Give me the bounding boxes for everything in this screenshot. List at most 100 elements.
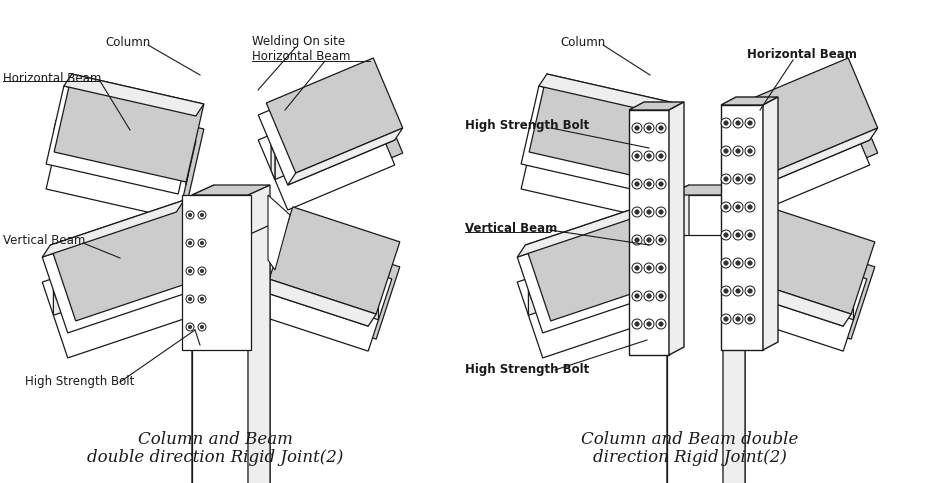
Polygon shape: [529, 120, 663, 160]
Polygon shape: [517, 212, 676, 333]
Circle shape: [198, 211, 206, 219]
Polygon shape: [746, 100, 857, 155]
Circle shape: [721, 258, 731, 268]
Circle shape: [735, 317, 740, 321]
Circle shape: [189, 297, 191, 301]
Polygon shape: [42, 212, 202, 333]
Circle shape: [724, 121, 728, 125]
Circle shape: [635, 294, 640, 298]
Text: High Strength Bolt: High Strength Bolt: [465, 118, 589, 131]
Polygon shape: [528, 245, 666, 300]
Text: Column and Beam: Column and Beam: [138, 431, 293, 449]
Polygon shape: [261, 219, 392, 326]
Polygon shape: [182, 195, 251, 350]
Circle shape: [646, 266, 651, 270]
Circle shape: [644, 179, 654, 189]
Circle shape: [724, 149, 728, 153]
Circle shape: [733, 146, 743, 156]
Polygon shape: [736, 244, 867, 351]
Circle shape: [721, 118, 731, 128]
Polygon shape: [46, 86, 196, 194]
Polygon shape: [522, 111, 671, 219]
Circle shape: [635, 154, 640, 158]
Text: High Strength Bolt: High Strength Bolt: [25, 375, 134, 388]
Circle shape: [198, 267, 206, 275]
Polygon shape: [667, 195, 723, 483]
Polygon shape: [271, 145, 275, 180]
Polygon shape: [248, 185, 270, 483]
Polygon shape: [192, 235, 248, 483]
Polygon shape: [51, 225, 210, 346]
Circle shape: [748, 233, 752, 237]
Polygon shape: [669, 102, 684, 355]
Circle shape: [748, 205, 752, 209]
Polygon shape: [667, 235, 723, 483]
Circle shape: [724, 261, 728, 265]
Circle shape: [635, 238, 640, 242]
Circle shape: [656, 207, 666, 217]
Polygon shape: [517, 237, 676, 358]
Circle shape: [644, 263, 654, 273]
Polygon shape: [734, 70, 870, 185]
Polygon shape: [258, 95, 395, 210]
Polygon shape: [747, 260, 854, 320]
Circle shape: [644, 291, 654, 301]
Polygon shape: [53, 245, 188, 315]
Polygon shape: [741, 58, 878, 173]
Circle shape: [200, 269, 204, 273]
Circle shape: [724, 177, 728, 181]
Polygon shape: [192, 185, 270, 195]
Circle shape: [200, 325, 204, 329]
Circle shape: [745, 314, 755, 324]
Circle shape: [724, 289, 728, 293]
Circle shape: [646, 126, 651, 130]
Circle shape: [745, 202, 755, 212]
Polygon shape: [56, 120, 189, 175]
Circle shape: [644, 151, 654, 161]
Circle shape: [656, 291, 666, 301]
Circle shape: [658, 266, 663, 270]
Circle shape: [735, 149, 740, 153]
Circle shape: [646, 210, 651, 214]
Polygon shape: [763, 97, 778, 350]
Polygon shape: [736, 279, 851, 326]
Polygon shape: [529, 99, 679, 207]
Polygon shape: [271, 260, 378, 320]
Polygon shape: [734, 95, 870, 210]
Circle shape: [646, 322, 651, 326]
Circle shape: [733, 314, 743, 324]
Circle shape: [658, 210, 663, 214]
Polygon shape: [667, 185, 689, 483]
Polygon shape: [269, 232, 400, 339]
Circle shape: [200, 297, 204, 301]
Circle shape: [635, 266, 640, 270]
Circle shape: [658, 294, 663, 298]
Circle shape: [735, 233, 740, 237]
Polygon shape: [266, 83, 402, 198]
Circle shape: [735, 177, 740, 181]
Polygon shape: [721, 97, 778, 105]
Circle shape: [748, 177, 752, 181]
Polygon shape: [42, 200, 184, 257]
Text: Column: Column: [105, 35, 150, 48]
Circle shape: [186, 239, 194, 247]
Circle shape: [646, 294, 651, 298]
Polygon shape: [54, 74, 204, 182]
Polygon shape: [662, 245, 666, 280]
Circle shape: [748, 261, 752, 265]
Polygon shape: [268, 195, 290, 270]
Circle shape: [656, 319, 666, 329]
Polygon shape: [42, 237, 202, 358]
Circle shape: [724, 205, 728, 209]
Circle shape: [186, 211, 194, 219]
Circle shape: [644, 235, 654, 245]
Polygon shape: [747, 250, 856, 295]
Polygon shape: [192, 185, 214, 483]
Polygon shape: [261, 244, 392, 351]
Circle shape: [745, 230, 755, 240]
Circle shape: [632, 263, 642, 273]
Circle shape: [646, 182, 651, 186]
Circle shape: [635, 126, 640, 130]
Circle shape: [635, 182, 640, 186]
Polygon shape: [248, 225, 270, 483]
